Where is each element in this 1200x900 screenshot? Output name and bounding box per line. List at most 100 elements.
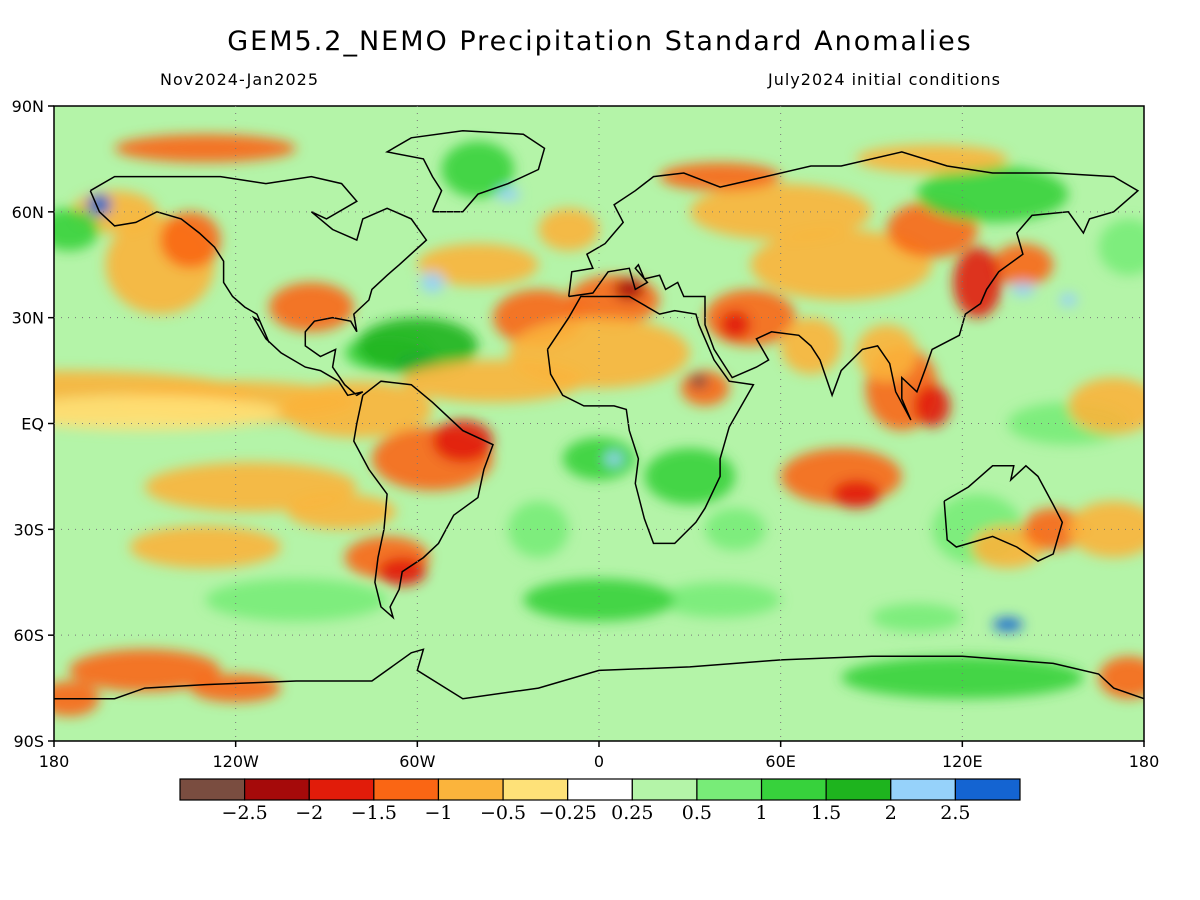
anomaly-patch xyxy=(913,384,951,428)
colorbar-label: −2 xyxy=(295,802,323,824)
colorbar-swatch xyxy=(308,778,375,801)
anomaly-patch xyxy=(269,282,354,332)
colorbar-swatch xyxy=(373,778,440,801)
forecast-period: Nov2024-Jan2025 xyxy=(160,70,319,89)
colorbar-label: −1 xyxy=(424,802,452,824)
colorbar-label: 1 xyxy=(755,802,767,824)
colorbar-swatch xyxy=(890,778,956,801)
coastline xyxy=(353,380,494,620)
colorbar-swatch xyxy=(760,778,827,801)
anomaly-patch xyxy=(1068,377,1144,435)
lon-tick-label: 60E xyxy=(765,752,795,771)
anomaly-patch xyxy=(1098,656,1144,699)
anomaly-patch xyxy=(659,582,781,618)
anomaly-patch xyxy=(750,229,932,301)
anomaly-patch xyxy=(992,617,1023,632)
anomaly-patch xyxy=(417,243,539,286)
colorbar-label: 0.25 xyxy=(611,802,653,824)
colorbar-label: −0.25 xyxy=(539,802,597,824)
anomaly-patch xyxy=(54,208,100,251)
anomaly-patch xyxy=(508,501,569,558)
colorbar-label: 1.5 xyxy=(811,802,841,824)
anomaly-patch xyxy=(659,162,781,191)
anomaly-patch xyxy=(1068,501,1144,558)
anomaly-patch xyxy=(114,134,297,163)
coastline xyxy=(567,151,1140,421)
coastlines xyxy=(54,129,1144,700)
coastline xyxy=(943,464,1064,562)
colorbar-swatch xyxy=(631,778,698,801)
colorbar-swatch xyxy=(244,778,310,801)
lat-tick-label: 30S xyxy=(13,520,44,539)
lon-tick-label: 180 xyxy=(39,752,70,771)
colorbar-label: −1.5 xyxy=(351,802,397,824)
colorbar-label: 0.5 xyxy=(682,802,712,824)
anomaly-patch xyxy=(190,674,282,703)
anomaly-patch xyxy=(508,317,690,389)
anomaly-patch xyxy=(496,187,521,202)
colorbar-label: −2.5 xyxy=(222,802,268,824)
lon-tick-label: 180 xyxy=(1129,752,1160,771)
anomaly-patch xyxy=(54,395,282,431)
anomaly-patch xyxy=(205,578,387,622)
anomaly-patch xyxy=(144,462,357,512)
anomaly-patch xyxy=(856,324,917,382)
colorbar-swatch xyxy=(825,778,892,801)
anomaly-patch xyxy=(689,374,709,389)
anomaly-patch xyxy=(644,448,736,505)
anomaly-patch xyxy=(160,211,221,269)
anomaly-patch xyxy=(841,656,1084,699)
lat-tick-label: 30N xyxy=(12,309,44,328)
colorbar-label: 2 xyxy=(885,802,897,824)
anomaly-patch xyxy=(129,525,282,569)
coastline xyxy=(89,175,428,397)
lat-tick-label: 60S xyxy=(13,626,44,645)
anomaly-patch xyxy=(680,370,730,406)
anomaly-patch xyxy=(432,419,494,463)
anomaly-patch xyxy=(420,271,445,293)
coastline xyxy=(546,295,755,545)
colorbar-swatch xyxy=(502,778,569,801)
anomaly-patch xyxy=(953,247,1002,318)
lat-tick-label: EQ xyxy=(21,415,44,434)
anomaly-patch xyxy=(916,166,1069,223)
anomaly-patches xyxy=(54,134,1144,717)
coastline xyxy=(384,129,546,213)
anomaly-patch xyxy=(856,144,1008,173)
anomaly-patch xyxy=(538,208,599,251)
colorbar-swatch xyxy=(954,778,1021,801)
anomaly-patch xyxy=(441,141,515,198)
colorbar-swatch xyxy=(179,778,246,801)
lon-tick-label: 0 xyxy=(594,752,604,771)
colorbar-label: −0.5 xyxy=(480,802,526,824)
initial-conditions-label: July2024 initial conditions xyxy=(768,70,1001,89)
anomaly-patch xyxy=(871,603,963,632)
anomaly-patch xyxy=(614,278,645,300)
anomaly-patch xyxy=(1098,218,1144,276)
colorbar-swatch xyxy=(437,778,504,801)
anomaly-patch xyxy=(1059,292,1078,308)
lon-tick-label: 60W xyxy=(399,752,435,771)
anomaly-patch xyxy=(1022,508,1084,551)
coastline xyxy=(54,648,1144,700)
lat-tick-label: 60N xyxy=(12,203,44,222)
anomaly-patch xyxy=(992,243,1054,286)
map-title: GEM5.2_NEMO Precipitation Standard Anoma… xyxy=(227,26,973,57)
colorbar-swatch xyxy=(567,778,633,801)
colorbar-swatch xyxy=(696,778,763,801)
lat-tick-label: 90S xyxy=(13,732,44,751)
lon-tick-label: 120W xyxy=(212,752,259,771)
lon-tick-label: 120E xyxy=(942,752,983,771)
anomaly-patch xyxy=(523,578,675,622)
lat-tick-label: 90N xyxy=(12,97,44,116)
anomaly-patch xyxy=(832,480,881,509)
anomaly-patch xyxy=(69,649,221,692)
anomaly-patch xyxy=(356,317,478,375)
anomaly-patch xyxy=(605,451,624,466)
anomaly-patch xyxy=(281,381,433,438)
anomaly-patch xyxy=(705,508,766,551)
colorbar: −2.5 −2 −1.5 −1 −0.5 −0.25 0.25 0.5 1 1.5 2 2.5 xyxy=(179,778,1021,824)
anomaly-patch xyxy=(720,310,751,339)
